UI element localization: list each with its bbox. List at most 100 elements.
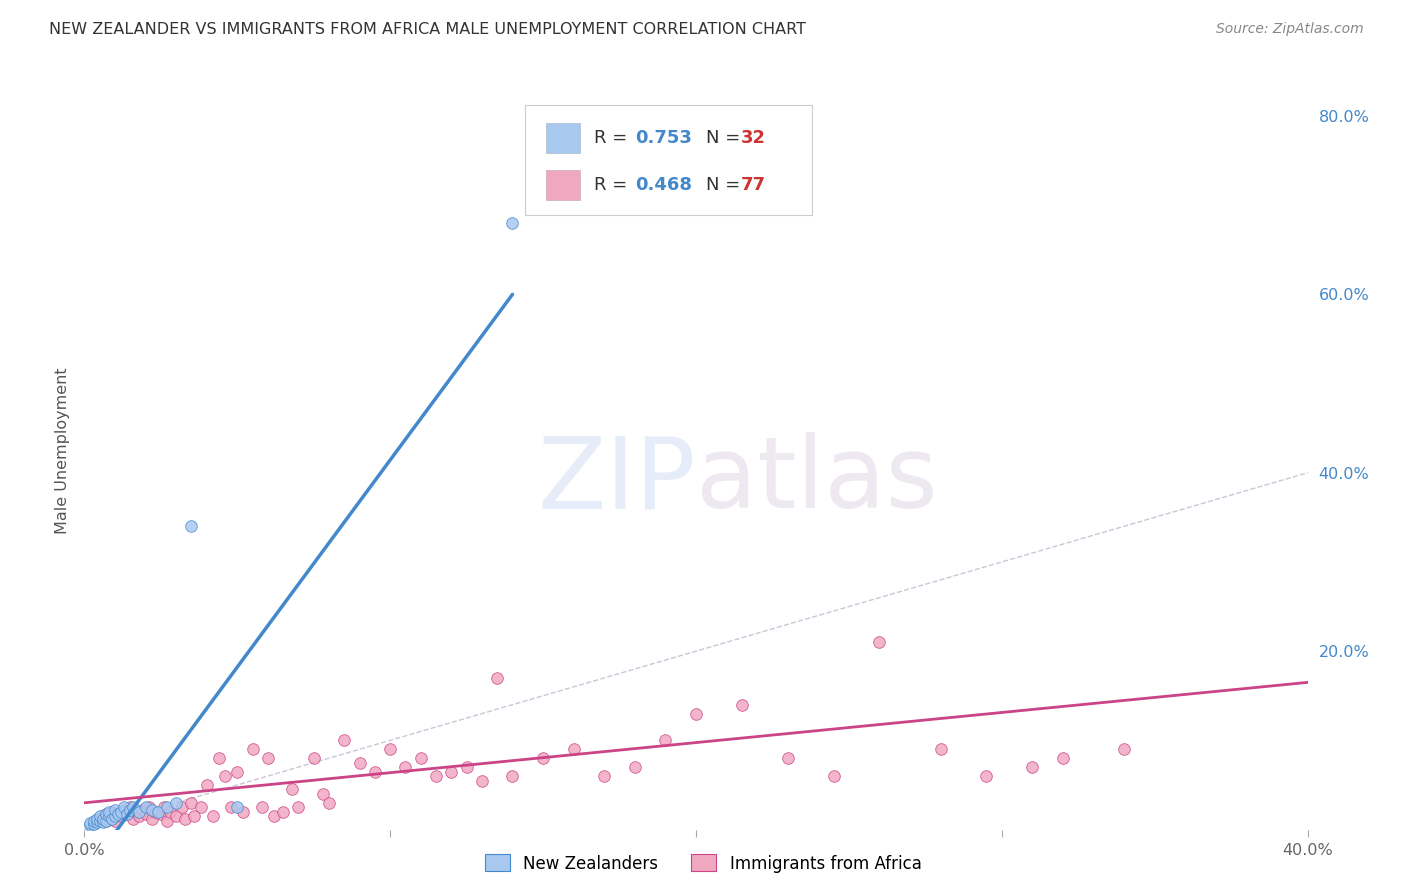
Text: 0.753: 0.753: [636, 129, 692, 147]
Point: [232, 805, 254, 819]
Text: N =: N =: [706, 129, 745, 147]
Text: 77: 77: [741, 176, 766, 194]
Point: [172, 800, 194, 814]
Point: [456, 760, 478, 774]
Point: [318, 796, 340, 810]
Point: [731, 698, 754, 712]
Point: [976, 769, 998, 783]
Point: [120, 800, 142, 814]
Point: [593, 769, 616, 783]
Point: [120, 803, 142, 817]
Point: [281, 782, 304, 797]
Text: N =: N =: [706, 176, 745, 194]
Point: [104, 814, 127, 828]
Point: [143, 805, 166, 819]
Point: [141, 803, 163, 817]
Point: [214, 769, 236, 783]
Point: [135, 800, 157, 814]
Point: [107, 806, 129, 821]
Point: [122, 812, 145, 826]
Point: [226, 800, 249, 814]
Point: [104, 809, 127, 823]
Point: [125, 805, 148, 819]
Point: [146, 805, 169, 819]
Point: [190, 800, 212, 814]
Point: [562, 742, 585, 756]
Point: [174, 812, 197, 826]
Point: [440, 764, 463, 779]
Point: [104, 809, 127, 823]
Point: [929, 742, 952, 756]
Point: [91, 812, 114, 826]
FancyBboxPatch shape: [546, 123, 579, 153]
Point: [94, 814, 117, 828]
Point: [226, 764, 249, 779]
Point: [94, 814, 117, 828]
Point: [97, 812, 120, 826]
Point: [685, 706, 707, 721]
Text: NEW ZEALANDER VS IMMIGRANTS FROM AFRICA MALE UNEMPLOYMENT CORRELATION CHART: NEW ZEALANDER VS IMMIGRANTS FROM AFRICA …: [49, 22, 806, 37]
Point: [165, 796, 187, 810]
Point: [89, 814, 111, 828]
Point: [502, 216, 524, 230]
Point: [122, 800, 145, 814]
Point: [250, 800, 273, 814]
Point: [97, 809, 120, 823]
Point: [86, 812, 108, 826]
Point: [101, 812, 124, 826]
Point: [312, 787, 335, 801]
Text: 0.468: 0.468: [636, 176, 692, 194]
Point: [101, 805, 124, 819]
Point: [654, 733, 676, 747]
Point: [502, 769, 524, 783]
Legend: New Zealanders, Immigrants from Africa: New Zealanders, Immigrants from Africa: [478, 847, 928, 880]
Point: [83, 817, 105, 831]
Point: [131, 803, 153, 817]
Point: [86, 814, 108, 828]
Point: [153, 800, 176, 814]
Point: [257, 751, 280, 765]
Y-axis label: Male Unemployment: Male Unemployment: [55, 368, 70, 533]
Point: [425, 769, 447, 783]
Point: [138, 800, 160, 814]
Point: [195, 778, 218, 792]
FancyBboxPatch shape: [524, 105, 813, 216]
Point: [110, 809, 132, 823]
Point: [115, 806, 138, 821]
Point: [115, 806, 138, 821]
Point: [97, 805, 120, 819]
Point: [107, 806, 129, 821]
Point: [149, 806, 172, 821]
Point: [349, 756, 371, 770]
Point: [128, 809, 150, 823]
Point: [624, 760, 647, 774]
Point: [89, 812, 111, 826]
Point: [135, 806, 157, 821]
Point: [1052, 751, 1074, 765]
Point: [201, 809, 224, 823]
Text: ZIP: ZIP: [537, 433, 696, 529]
Point: [409, 751, 432, 765]
FancyBboxPatch shape: [546, 170, 579, 201]
Point: [219, 800, 242, 814]
Point: [531, 751, 554, 765]
Point: [287, 800, 309, 814]
Point: [104, 803, 127, 817]
Point: [94, 806, 117, 821]
Point: [1114, 742, 1136, 756]
Point: [156, 814, 179, 828]
Text: 32: 32: [741, 129, 766, 147]
Point: [159, 805, 181, 819]
Point: [271, 805, 294, 819]
Point: [471, 773, 494, 788]
Point: [1021, 760, 1043, 774]
Text: atlas: atlas: [696, 433, 938, 529]
Point: [112, 803, 135, 817]
Point: [380, 742, 402, 756]
Point: [94, 806, 117, 821]
Point: [91, 809, 114, 823]
Point: [112, 800, 135, 814]
Point: [776, 751, 799, 765]
Point: [165, 809, 187, 823]
Point: [83, 814, 105, 828]
